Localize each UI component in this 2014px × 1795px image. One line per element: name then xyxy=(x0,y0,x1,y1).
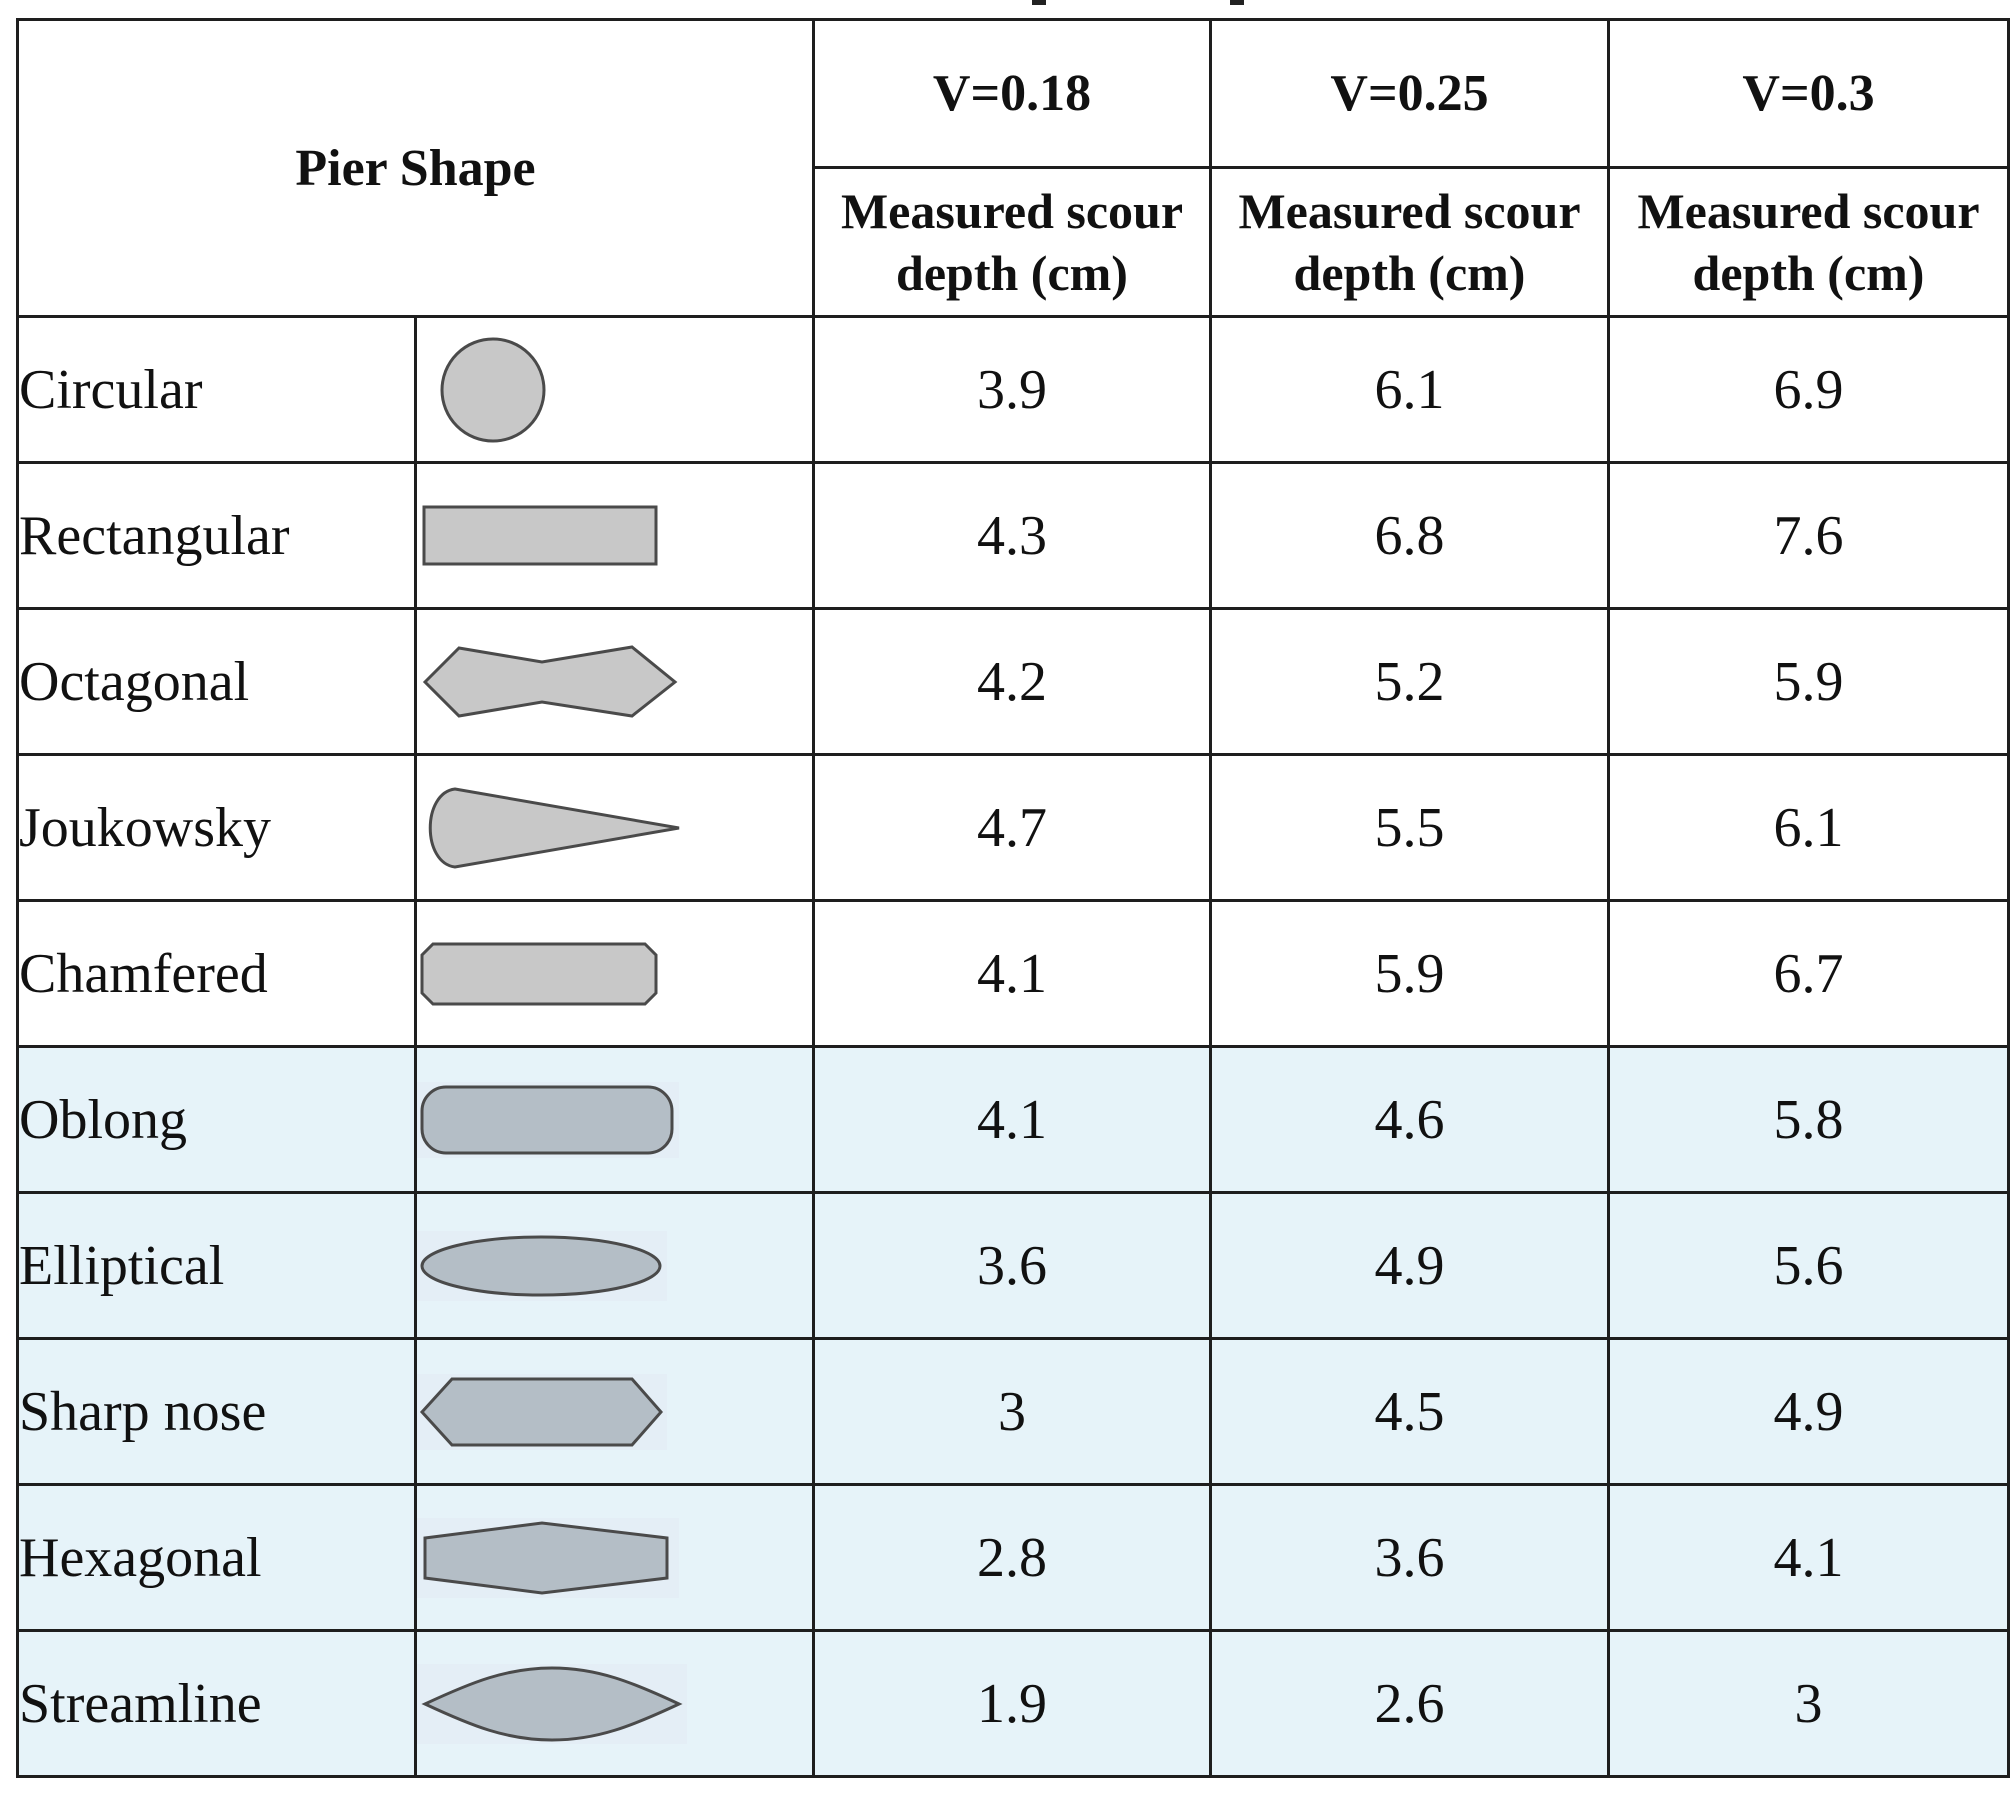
velocity-header-3: V=0.3 xyxy=(1607,18,2010,169)
oblong-pier-icon xyxy=(417,1081,679,1158)
depth-v025: 6.8 xyxy=(1209,461,1610,610)
chamfered-pier-icon xyxy=(420,942,658,1005)
table-row: Chamfered 4.1 5.9 6.7 xyxy=(16,899,2010,1048)
depth-v018: 4.7 xyxy=(812,753,1212,902)
shape-name: Elliptical xyxy=(16,1191,417,1340)
depth-v030: 4.1 xyxy=(1607,1483,2010,1632)
depth-v025: 3.6 xyxy=(1209,1483,1610,1632)
depth-v018: 3.9 xyxy=(812,315,1212,464)
depth-v018: 4.1 xyxy=(812,899,1212,1048)
pier-shape-header: Pier Shape xyxy=(16,18,815,318)
depth-v030: 5.9 xyxy=(1607,607,2010,756)
depth-v030: 5.6 xyxy=(1607,1191,2010,1340)
depth-v018: 2.8 xyxy=(812,1483,1212,1632)
scour-depth-table: Pier Shape V=0.18 V=0.25 V=0.3 Measured … xyxy=(16,18,2010,1778)
velocity-header-1: V=0.18 xyxy=(812,18,1212,169)
depth-v025: 4.5 xyxy=(1209,1337,1610,1486)
velocity-header-2: V=0.25 xyxy=(1209,18,1610,169)
depth-v025: 5.5 xyxy=(1209,753,1610,902)
measured-depth-header-3: Measured scour depth (cm) xyxy=(1607,166,2010,318)
hexagon-pier-icon xyxy=(417,1517,679,1598)
joukowsky-pier-icon xyxy=(428,786,680,869)
depth-v030: 7.6 xyxy=(1607,461,2010,610)
rectangle-pier-icon xyxy=(422,505,658,565)
depth-v018: 1.9 xyxy=(812,1629,1212,1778)
table-row: Joukowsky 4.7 5.5 6.1 xyxy=(16,753,2010,902)
depth-v025: 5.9 xyxy=(1209,899,1610,1048)
depth-v025: 5.2 xyxy=(1209,607,1610,756)
depth-v030: 6.9 xyxy=(1607,315,2010,464)
table-row: Circular 3.9 6.1 6.9 xyxy=(16,315,2010,464)
table-row: Octagonal 4.2 5.2 5.9 xyxy=(16,607,2010,756)
shape-name: Rectangular xyxy=(16,461,417,610)
circle-pier-icon xyxy=(440,337,546,442)
shape-name: Chamfered xyxy=(16,899,417,1048)
shape-name: Oblong xyxy=(16,1045,417,1194)
table-row: Elliptical 3.6 4.9 5.6 xyxy=(16,1191,2010,1340)
table-row: Streamline 1.9 2.6 3 xyxy=(16,1629,2010,1778)
table-row: Hexagonal 2.8 3.6 4.1 xyxy=(16,1483,2010,1632)
depth-v018: 3.6 xyxy=(812,1191,1212,1340)
depth-v018: 3 xyxy=(812,1337,1212,1486)
depth-v030: 3 xyxy=(1607,1629,2010,1778)
depth-v018: 4.3 xyxy=(812,461,1212,610)
depth-v025: 2.6 xyxy=(1209,1629,1610,1778)
measured-depth-header-1: Measured scour depth (cm) xyxy=(812,166,1212,318)
sharp-nose-pier-icon xyxy=(417,1373,667,1450)
depth-v025: 4.6 xyxy=(1209,1045,1610,1194)
depth-v030: 4.9 xyxy=(1607,1337,2010,1486)
octagon-pier-icon xyxy=(422,644,678,718)
depth-v030: 6.7 xyxy=(1607,899,2010,1048)
shape-name: Octagonal xyxy=(16,607,417,756)
shape-name: Joukowsky xyxy=(16,753,417,902)
depth-v025: 4.9 xyxy=(1209,1191,1610,1340)
depth-v025: 6.1 xyxy=(1209,315,1610,464)
measured-depth-header-2: Measured scour depth (cm) xyxy=(1209,166,1610,318)
depth-v018: 4.1 xyxy=(812,1045,1212,1194)
depth-v030: 5.8 xyxy=(1607,1045,2010,1194)
table-row: Sharp nose 3 4.5 4.9 xyxy=(16,1337,2010,1486)
shape-name: Sharp nose xyxy=(16,1337,417,1486)
shape-name: Circular xyxy=(16,315,417,464)
depth-v018: 4.2 xyxy=(812,607,1212,756)
table-row: Rectangular 4.3 6.8 7.6 xyxy=(16,461,2010,610)
table-row: Oblong 4.1 4.6 5.8 xyxy=(16,1045,2010,1194)
ellipse-pier-icon xyxy=(417,1230,667,1301)
streamline-pier-icon xyxy=(417,1663,687,1744)
cropped-caption-fragment xyxy=(1030,0,1260,10)
shape-name: Hexagonal xyxy=(16,1483,417,1632)
shape-name: Streamline xyxy=(16,1629,417,1778)
depth-v030: 6.1 xyxy=(1607,753,2010,902)
